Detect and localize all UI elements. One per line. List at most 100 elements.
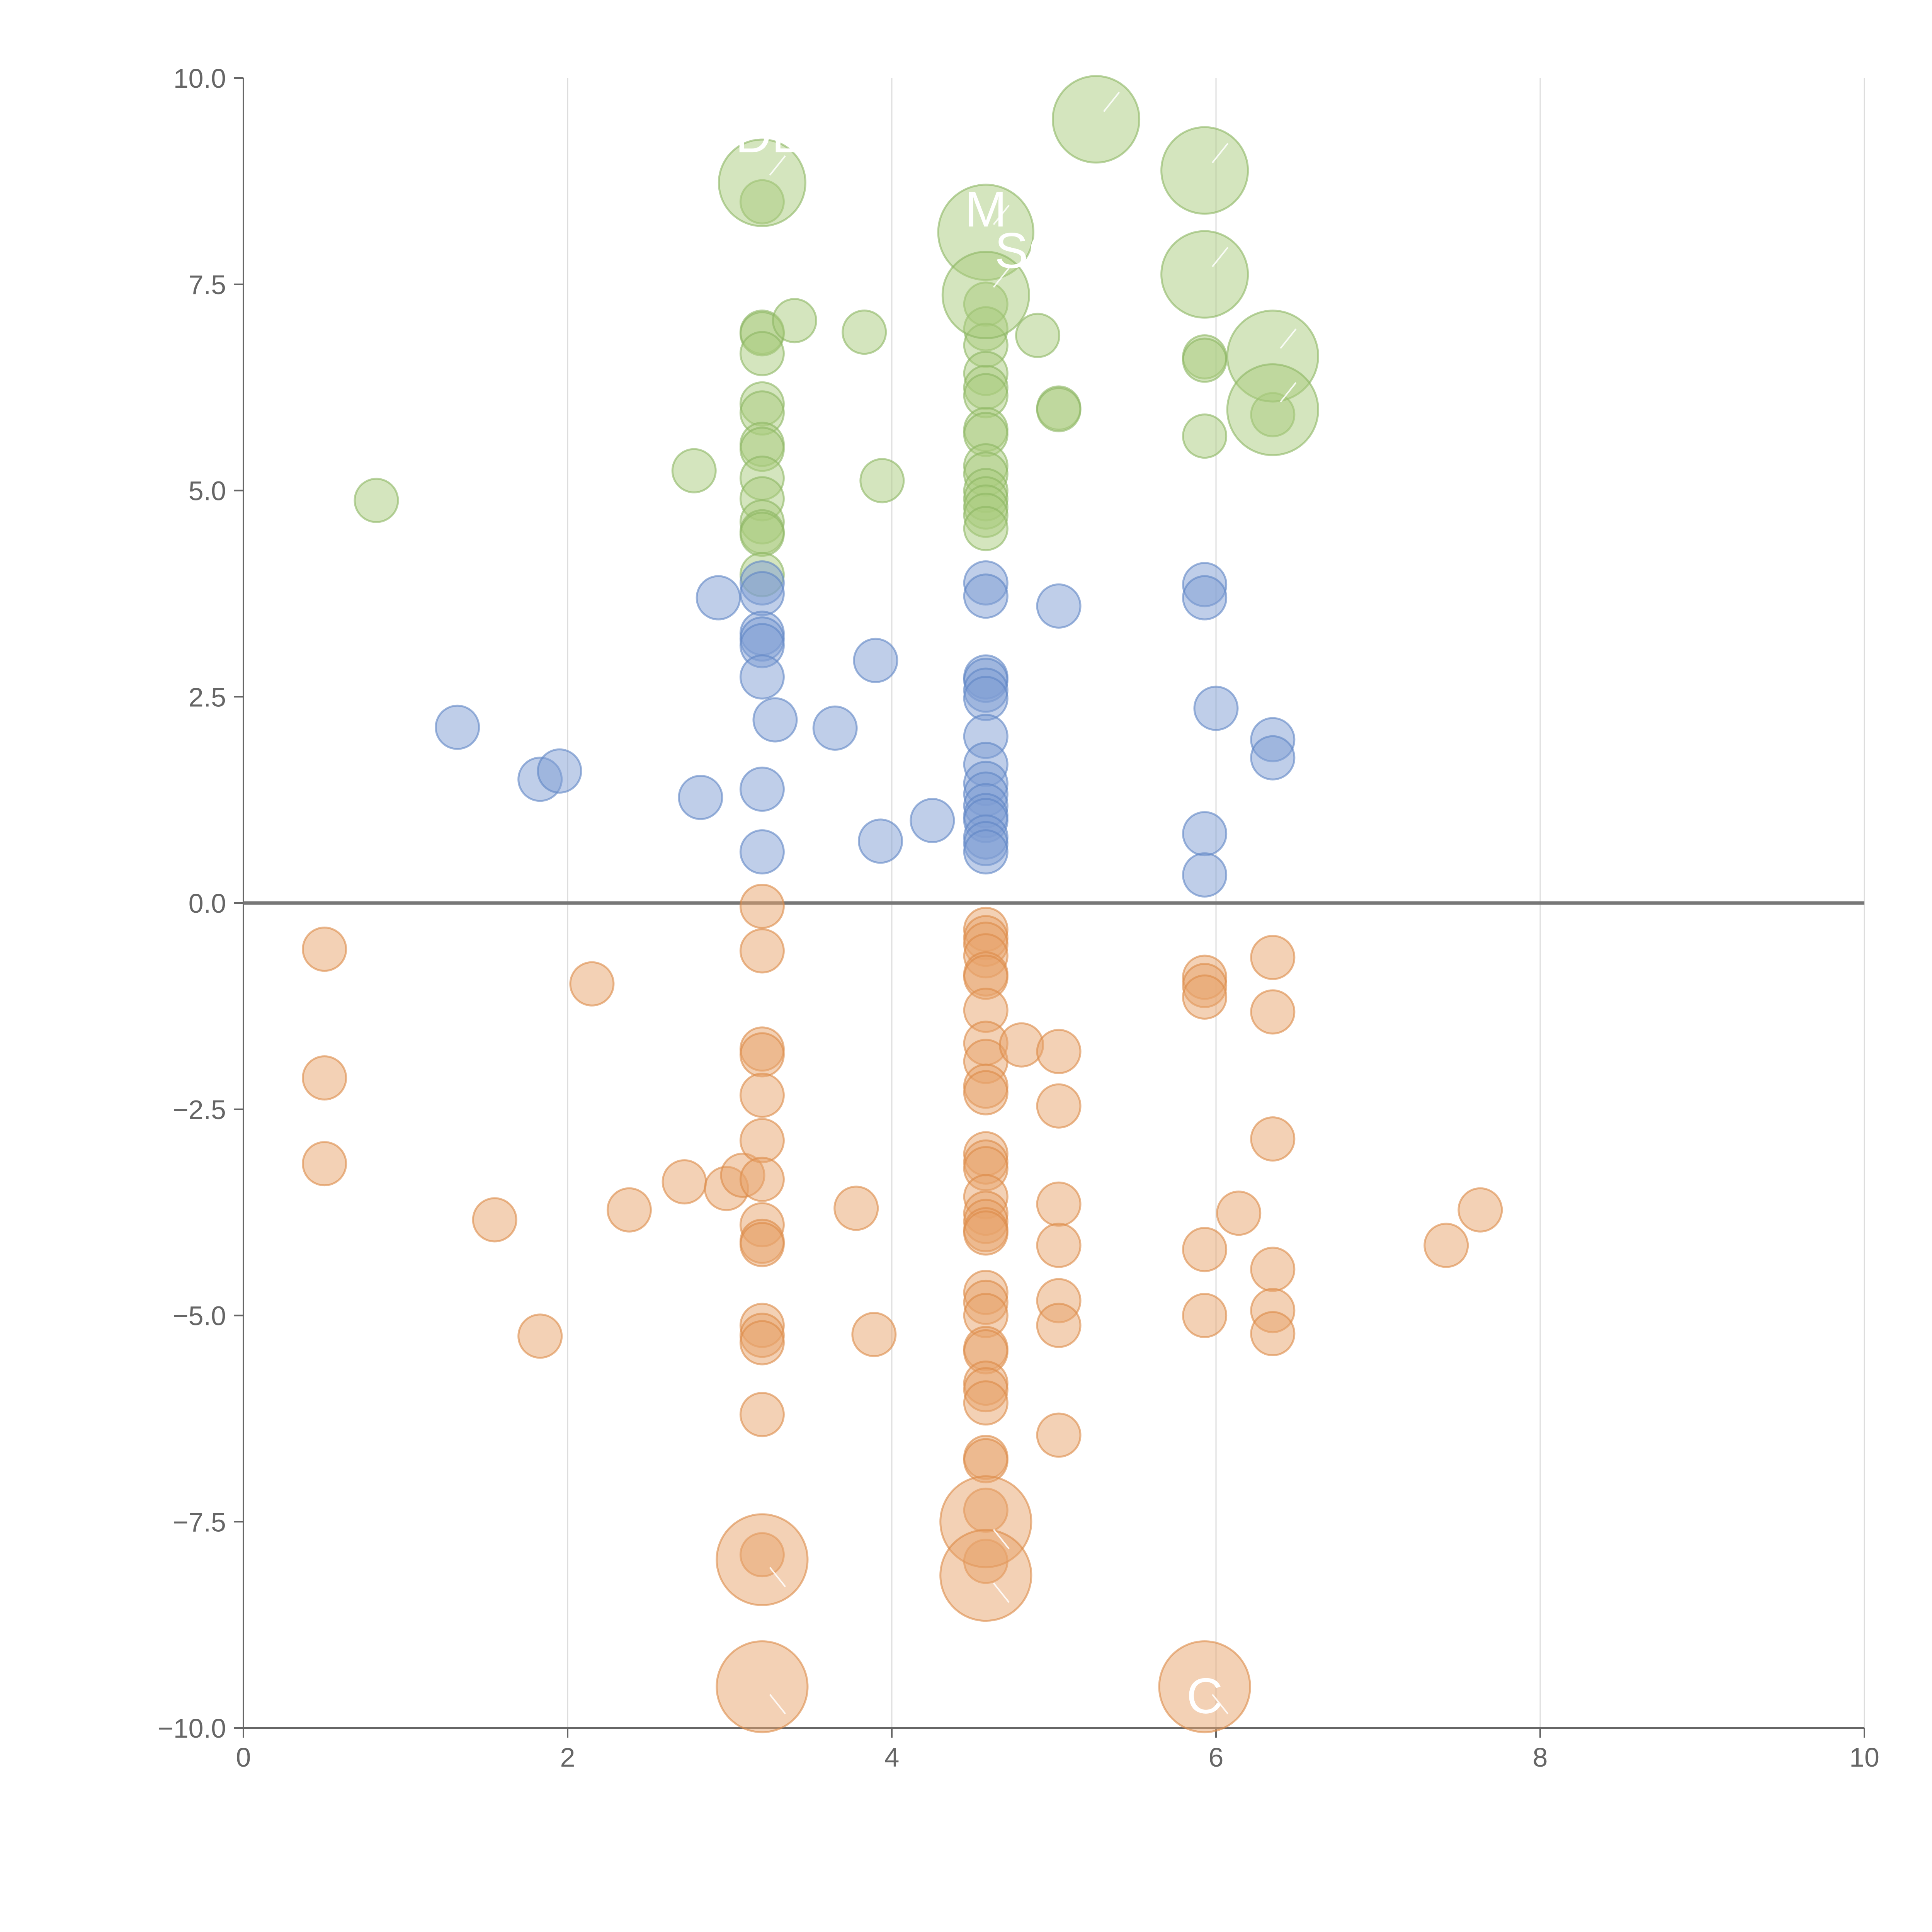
orange-bubble [662, 1159, 707, 1205]
y-tick-label: −7.5 [173, 1507, 226, 1537]
orange-bubble [739, 1118, 785, 1163]
blue-bubble [739, 829, 785, 875]
bubble-leader-line [993, 1582, 1010, 1603]
blue-bubble [910, 798, 955, 843]
bubble-layer [302, 75, 1503, 1733]
bubble-leader-line [1103, 92, 1120, 112]
blue-bubble [435, 704, 480, 750]
orange-bubble [963, 1380, 1009, 1426]
orange-bubble [1182, 1293, 1228, 1338]
blue-bubble [853, 638, 898, 683]
orange-bubble [1036, 1223, 1082, 1268]
blue-bubble [1250, 735, 1296, 781]
green-bubble [963, 506, 1009, 551]
green-bubble [1160, 126, 1249, 215]
green-bubble [718, 138, 806, 227]
blue-bubble [696, 575, 741, 621]
orange-bubble [716, 1513, 809, 1606]
bubble-leader-line [1212, 247, 1229, 267]
blue-bubble [739, 654, 785, 700]
green-bubble [1182, 337, 1228, 383]
orange-bubble [1250, 935, 1296, 980]
orange-bubble [1036, 1181, 1082, 1227]
blue-bubble [752, 697, 798, 743]
green-bubble [671, 448, 717, 493]
y-tick-label: −2.5 [173, 1095, 226, 1125]
orange-bubble [1250, 1311, 1296, 1356]
blue-bubble [1182, 575, 1228, 621]
orange-bubble [302, 927, 347, 972]
blue-bubble [858, 818, 903, 864]
bubble-annotation: M [965, 181, 1007, 237]
orange-bubble [1158, 1640, 1251, 1733]
x-tick-label: 8 [1533, 1742, 1548, 1772]
blue-bubble [1036, 583, 1082, 629]
bubble-leader-line [993, 267, 1010, 288]
bubble-leader-line [993, 1529, 1010, 1549]
blue-bubble [739, 766, 785, 812]
orange-bubble [472, 1197, 517, 1243]
orange-bubble [1216, 1190, 1262, 1236]
bubble-annotation: DE [735, 107, 805, 163]
orange-bubble [517, 1313, 563, 1359]
orange-bubble [833, 1185, 879, 1231]
blue-bubble [537, 748, 582, 794]
orange-bubble [1182, 1227, 1228, 1272]
orange-bubble [739, 1156, 785, 1202]
orange-bubble [1036, 1029, 1082, 1074]
green-bubble [772, 298, 817, 344]
bubble-leader-line [1280, 382, 1297, 403]
green-bubble [1182, 413, 1228, 459]
bubble-leader-line [769, 155, 786, 176]
orange-bubble [1250, 989, 1296, 1035]
y-tick-label: 7.5 [189, 270, 226, 300]
bubble-annotation: SC [995, 222, 1065, 279]
blue-bubble [1182, 811, 1228, 857]
orange-bubble [739, 884, 785, 929]
orange-bubble [739, 1032, 785, 1078]
bubble-leader-line [1212, 1694, 1229, 1714]
blue-bubble [739, 571, 785, 616]
y-tick-label: 10.0 [173, 63, 226, 94]
orange-bubble [739, 1320, 785, 1366]
x-tick-label: 2 [560, 1742, 575, 1772]
green-bubble [739, 331, 785, 376]
bubble-leader-line [769, 1694, 786, 1714]
green-bubble [1036, 387, 1082, 432]
green-bubble [739, 512, 785, 557]
orange-bubble [716, 1640, 809, 1733]
bubble-leader-line [1280, 328, 1297, 349]
orange-bubble [999, 1022, 1044, 1068]
orange-bubble [1036, 1303, 1082, 1348]
green-bubble [1015, 313, 1061, 358]
orange-bubble [1250, 1247, 1296, 1292]
orange-bubble [739, 1072, 785, 1118]
orange-bubble [963, 1210, 1009, 1256]
blue-bubble [963, 573, 1009, 619]
green-bubble [1160, 230, 1249, 319]
green-bubble [842, 310, 887, 355]
y-tick-label: −5.0 [173, 1301, 226, 1331]
y-tick-label: −10.0 [158, 1713, 226, 1743]
orange-bubble [939, 1529, 1032, 1622]
x-tick-label: 4 [884, 1742, 900, 1772]
blue-bubble [963, 676, 1009, 721]
blue-bubble [678, 775, 723, 820]
bubble-leader-line [1212, 143, 1229, 163]
blue-bubble [1193, 685, 1239, 731]
green-bubble [354, 478, 399, 523]
bubble-annotation: C [1187, 1668, 1223, 1724]
orange-bubble [1250, 1116, 1296, 1162]
orange-bubble [739, 1392, 785, 1437]
y-tick-label: 0.0 [189, 888, 226, 918]
blue-bubble [1182, 852, 1228, 898]
x-tick-label: 0 [236, 1742, 251, 1772]
annotation-layer: DE MSC C [735, 92, 1297, 1724]
green-bubble [1226, 363, 1319, 456]
y-tick-label: 5.0 [189, 476, 226, 506]
bubble-leader-line [993, 204, 1010, 225]
axes: 0 2 4 6 8 10 −10.0 −7.5 −5.0 −2.5 0.0 2.5 5.0 7.5 10.0 [158, 63, 1879, 1772]
orange-bubble [739, 1222, 785, 1267]
orange-bubble [302, 1141, 347, 1187]
